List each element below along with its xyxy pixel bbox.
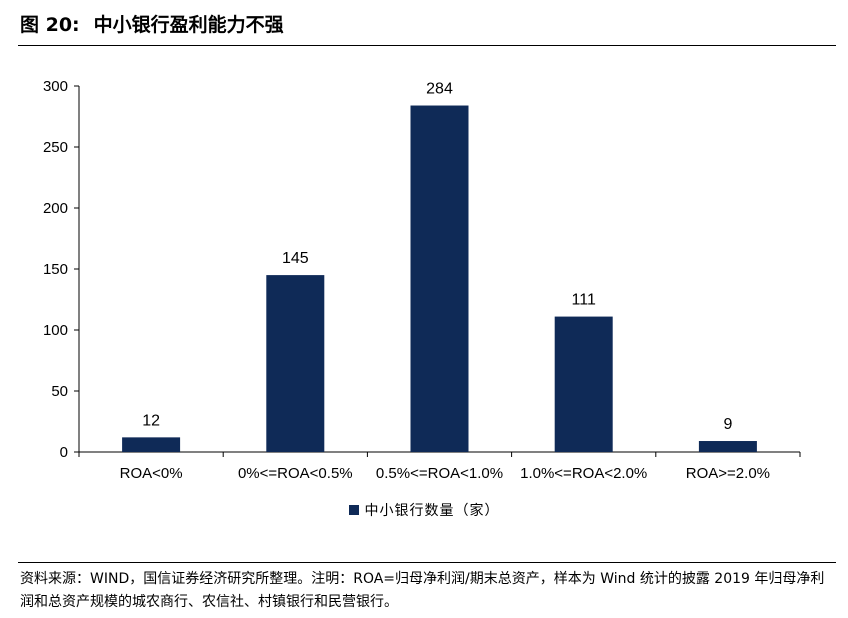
bar-value-label: 9 [723,416,732,433]
bar [266,275,325,452]
x-category-label: ROA<0% [120,465,183,482]
figure-header: 图 20: 中小银行盈利能力不强 [20,12,834,38]
bar [122,437,181,452]
x-category-label: 1.0%<=ROA<2.0% [520,465,647,482]
y-tick-label: 250 [43,139,68,156]
x-category-label: 0.5%<=ROA<1.0% [376,465,503,482]
figure-label: 图 20: [20,14,80,36]
bar [410,105,469,453]
x-category-label: 0%<=ROA<0.5% [238,465,353,482]
bar-value-label: 111 [572,292,596,309]
y-tick-label: 150 [43,261,68,278]
legend-label: 中小银行数量（家） [364,503,500,519]
footer-rule [18,562,836,563]
bar-value-label: 284 [426,81,453,98]
y-tick-label: 300 [43,78,68,95]
bar-value-label: 12 [142,412,160,429]
bar [554,316,613,452]
y-tick-label: 50 [51,383,68,400]
header-rule [18,45,836,46]
y-tick-label: 200 [43,200,68,217]
y-tick-label: 0 [60,444,68,461]
bar-chart: 0 50 100 150 200 250 300 12 ROA<0% 145 0%<=ROA<0.5… [43,78,801,482]
x-category-label: ROA>=2.0% [686,465,770,482]
source-note: 资料来源：WIND，国信证券经济研究所整理。注明：ROA=归母净利润/期末总资产… [20,571,825,610]
legend: 中小银行数量（家） [0,500,848,520]
figure-title: 中小银行盈利能力不强 [93,14,284,36]
bar [698,441,757,452]
y-tick-label: 100 [43,322,68,339]
bar-value-label: 145 [282,250,309,267]
legend-swatch [348,505,359,515]
